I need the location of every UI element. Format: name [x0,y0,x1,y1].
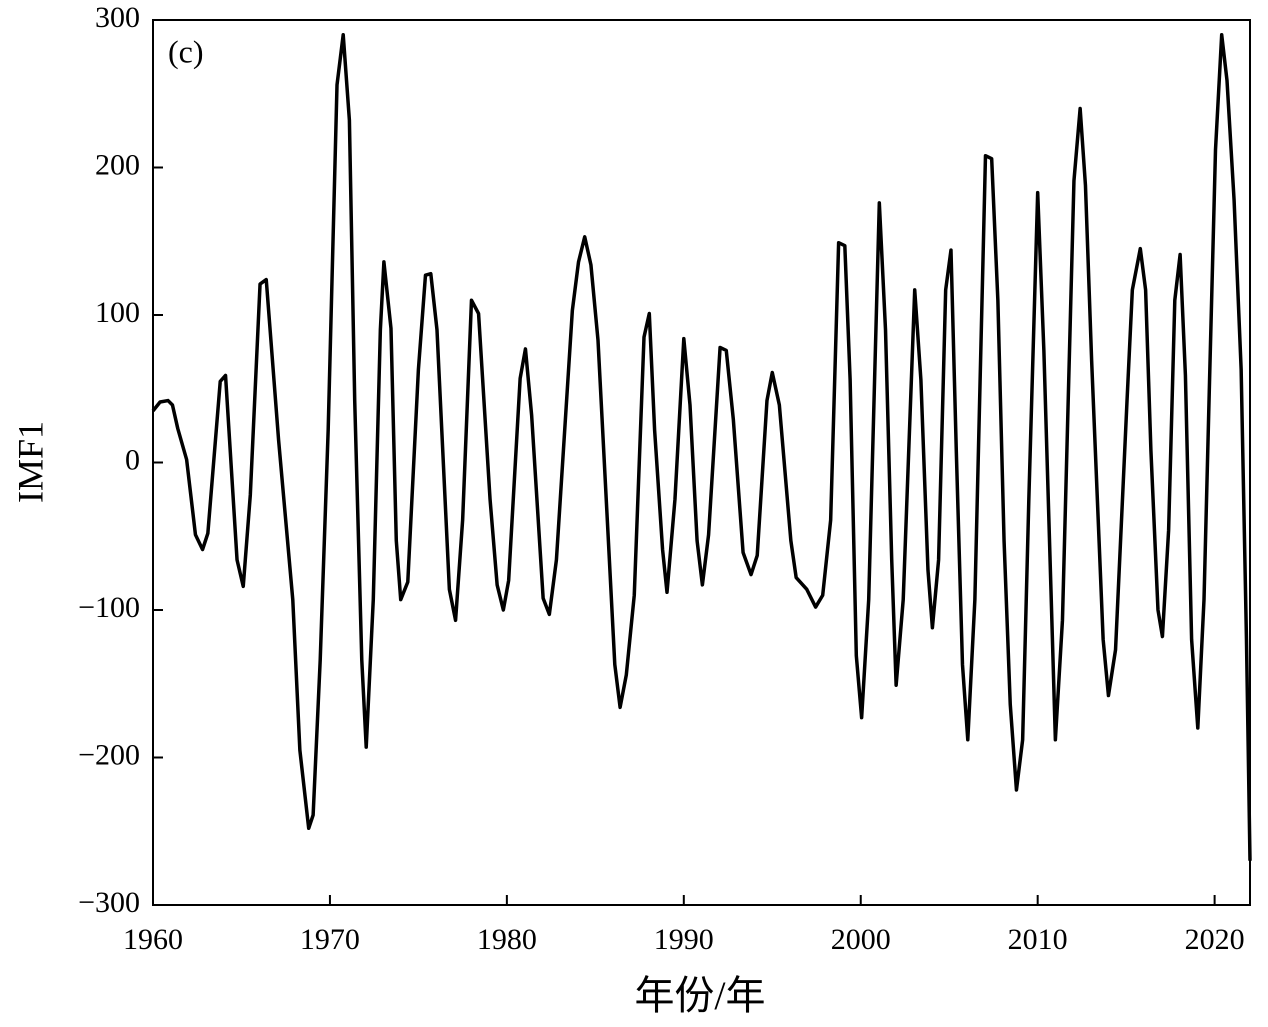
y-tick-label: 200 [95,148,140,181]
x-tick-label: 2020 [1185,923,1245,956]
y-tick-label: −100 [78,591,140,624]
x-tick-label: 1970 [300,923,360,956]
x-tick-label: 1980 [477,923,537,956]
y-tick-label: 300 [95,1,140,34]
plot-frame [152,19,1251,906]
x-tick-label: 1990 [654,923,714,956]
data-line [151,33,1252,861]
x-tick-label: 2000 [831,923,891,956]
x-axis-label: 年份/年 [634,973,765,1018]
y-axis-label: IMF1 [10,421,50,503]
x-tick-label: 1960 [123,923,183,956]
y-tick-label: 0 [125,443,140,476]
y-tick-label: 100 [95,296,140,329]
y-tick-label: −200 [78,738,140,771]
y-tick-label: −300 [78,886,140,919]
annotation: (c) [168,33,204,69]
x-tick-label: 2010 [1008,923,1068,956]
